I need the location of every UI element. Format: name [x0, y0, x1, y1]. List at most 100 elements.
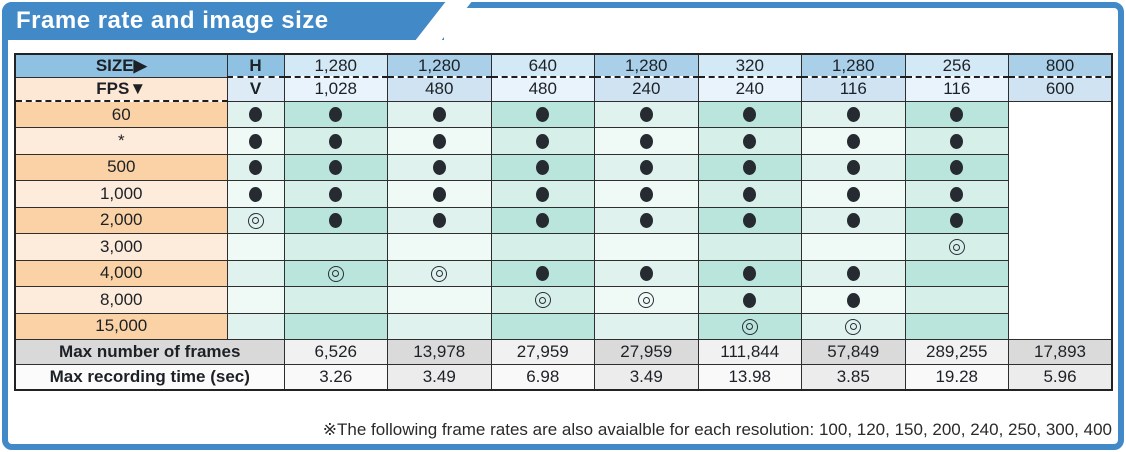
filled-circle-icon [743, 213, 757, 229]
footnote: ※The following frame rates are also avai… [322, 420, 1112, 439]
filled-circle-icon [639, 107, 653, 123]
filled-circle-icon [329, 186, 343, 202]
double-circle-icon [247, 212, 264, 229]
filled-circle-icon [639, 160, 653, 176]
fps-value-cell: 60 [14, 100, 228, 128]
double-circle-icon [948, 239, 965, 256]
max-frames-value-cell: 57,849 [801, 339, 906, 365]
mark-cell [697, 233, 802, 261]
size-header-cell: SIZE▶ [14, 53, 228, 78]
title-banner: Frame rate and image size [2, 2, 444, 40]
filled-circle-icon [432, 186, 446, 202]
mark-cell [490, 312, 595, 340]
filled-circle-icon [249, 186, 262, 202]
filled-circle-icon [432, 213, 446, 229]
max-time-value-cell: 6.98 [490, 364, 595, 390]
filled-circle-icon [536, 213, 550, 229]
filled-circle-icon [950, 133, 964, 149]
max-time-value-cell: 13.98 [697, 364, 802, 390]
mark-cell [490, 180, 595, 208]
table-row: FPS▼ V 1,028 480 480 240 240 116 116 600 [14, 76, 1113, 102]
filled-circle-icon [846, 107, 860, 123]
max-frames-value-cell: 17,893 [1008, 339, 1113, 365]
mark-cell [801, 286, 906, 314]
filled-circle-icon [846, 213, 860, 229]
filled-circle-icon [536, 160, 550, 176]
h-value-cell: 1,280 [801, 53, 906, 78]
filled-circle-icon [846, 160, 860, 176]
mark-cell [801, 180, 906, 208]
v-value-cell: 480 [490, 76, 595, 102]
mark-cell [594, 100, 699, 128]
h-value-cell: 640 [490, 53, 595, 78]
mark-cell [283, 259, 388, 287]
filled-circle-icon [846, 133, 860, 149]
mark-cell [226, 233, 285, 261]
filled-circle-icon [536, 266, 550, 282]
mark-cell [904, 127, 1009, 155]
table-row: SIZE▶ H 1,280 1,280 640 1,280 320 1,280 256 800 [14, 53, 1113, 78]
mark-cell [387, 233, 492, 261]
max-time-value-cell: 5.96 [1008, 364, 1113, 390]
v-value-cell: 600 [1008, 76, 1113, 102]
filled-circle-icon [743, 133, 757, 149]
filled-circle-icon [536, 133, 550, 149]
max-time-value-cell: 3.49 [594, 364, 699, 390]
mark-cell [226, 100, 285, 128]
max-frames-value-cell: 111,844 [697, 339, 802, 365]
max-time-value-cell: 3.49 [387, 364, 492, 390]
mark-cell [697, 286, 802, 314]
v-value-cell: 240 [697, 76, 802, 102]
h-value-cell: 256 [904, 53, 1009, 78]
max-time-value-cell: 3.26 [283, 364, 388, 390]
filled-circle-icon [329, 160, 343, 176]
double-circle-inner [642, 296, 650, 304]
mark-cell [594, 312, 699, 340]
mark-cell [594, 259, 699, 287]
max-frames-value-cell: 13,978 [387, 339, 492, 365]
filled-circle-icon [249, 107, 262, 123]
mark-cell [490, 127, 595, 155]
table-row: * [14, 127, 1112, 155]
filled-circle-icon [846, 266, 860, 282]
mark-cell [387, 127, 492, 155]
mark-cell [226, 286, 285, 314]
filled-circle-icon [950, 186, 964, 202]
v-value-cell: 116 [801, 76, 906, 102]
mark-cell [697, 153, 802, 181]
mark-cell [697, 259, 802, 287]
v-value-cell: 116 [904, 76, 1009, 102]
filled-circle-icon [329, 133, 343, 149]
mark-cell [283, 153, 388, 181]
double-circle-inner [539, 296, 547, 304]
mark-cell [387, 180, 492, 208]
mark-cell [904, 206, 1009, 234]
mark-cell [904, 259, 1009, 287]
mark-cell [226, 312, 285, 340]
mark-cell [904, 100, 1009, 128]
filled-circle-icon [639, 266, 653, 282]
filled-circle-icon [743, 160, 757, 176]
page-title: Frame rate and image size [16, 7, 329, 34]
mark-cell [904, 180, 1009, 208]
table-container: SIZE▶ H 1,280 1,280 640 1,280 320 1,280 256 800 FP… [14, 53, 1113, 391]
fps-value-cell: 15,000 [14, 312, 228, 340]
filled-circle-icon [950, 107, 964, 123]
filled-circle-icon [743, 292, 757, 308]
mark-cell [594, 233, 699, 261]
fps-value-cell: 3,000 [14, 233, 228, 261]
fps-value-cell: 8,000 [14, 286, 228, 314]
mark-cell [594, 286, 699, 314]
fps-value-cell: 500 [14, 153, 228, 181]
mark-cell [387, 286, 492, 314]
table-row: 2,000 [14, 206, 1112, 234]
max-frames-value-cell: 6,526 [283, 339, 388, 365]
mark-cell [283, 127, 388, 155]
mark-cell [801, 127, 906, 155]
max-time-value-cell: 19.28 [904, 364, 1009, 390]
mark-cell [226, 206, 285, 234]
mark-cell [904, 233, 1009, 261]
filled-circle-icon [432, 107, 446, 123]
